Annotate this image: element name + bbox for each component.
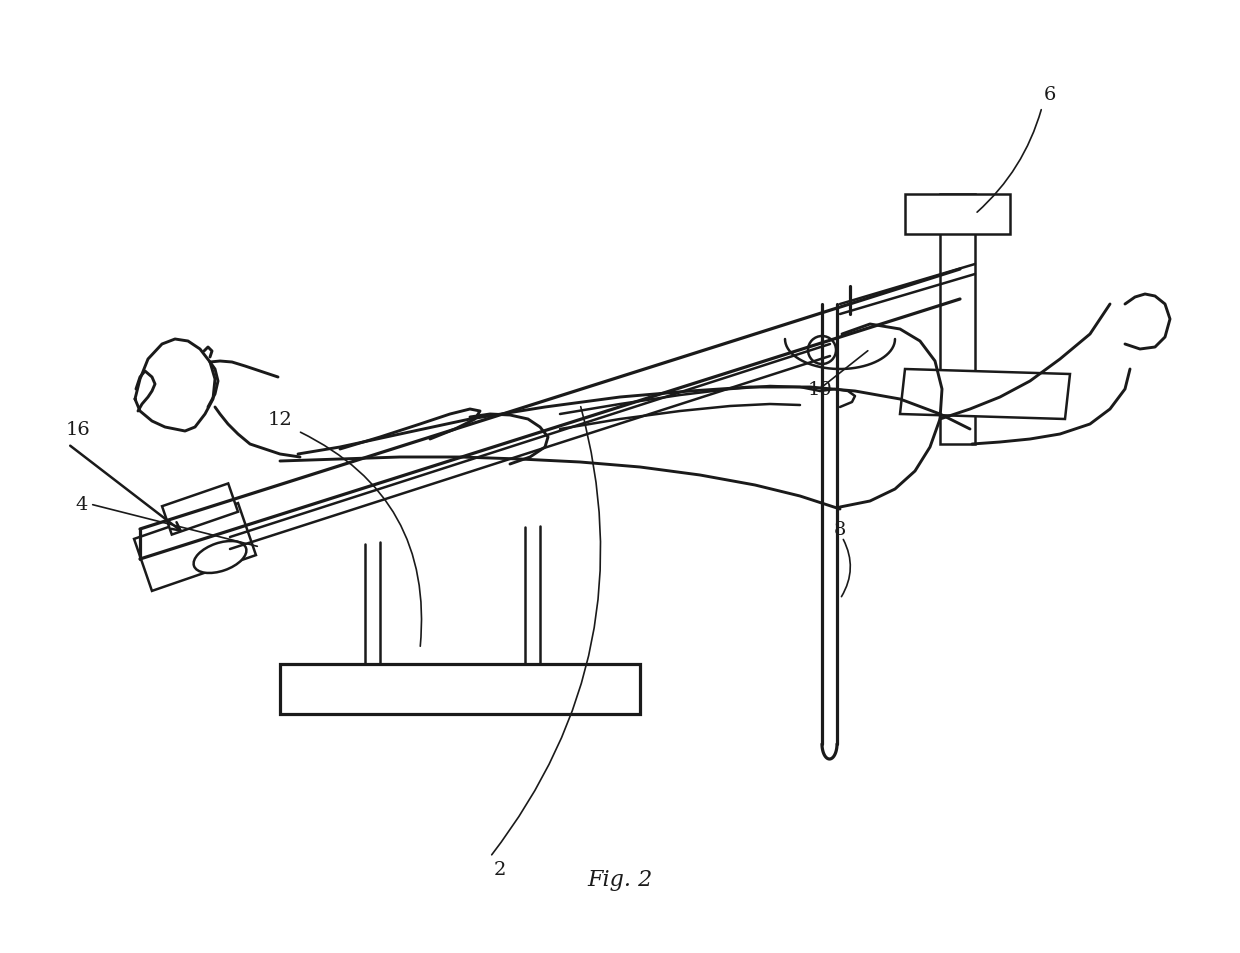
- Polygon shape: [280, 664, 640, 714]
- Text: 2: 2: [494, 861, 506, 878]
- Text: 12: 12: [268, 411, 293, 429]
- Text: 8: 8: [833, 520, 846, 538]
- Polygon shape: [905, 194, 1011, 234]
- Ellipse shape: [193, 541, 247, 574]
- Text: 4: 4: [76, 496, 88, 514]
- Polygon shape: [900, 370, 1070, 419]
- Text: Fig. 2: Fig. 2: [588, 868, 652, 890]
- Text: 10: 10: [807, 380, 832, 398]
- Text: 16: 16: [66, 420, 91, 438]
- Polygon shape: [162, 484, 238, 535]
- Polygon shape: [134, 503, 255, 591]
- Polygon shape: [940, 194, 975, 444]
- Text: 6: 6: [1044, 86, 1056, 104]
